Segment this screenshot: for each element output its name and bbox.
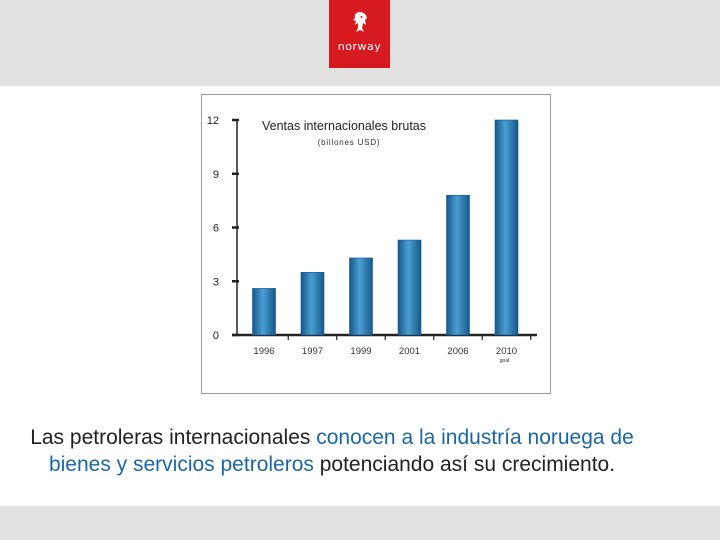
lion-emblem-icon	[352, 12, 367, 32]
bar	[300, 271, 325, 336]
bar	[349, 257, 373, 336]
x-tick-label: 2001	[399, 346, 420, 357]
caption-highlight: conocen a la industría noruega de bienes…	[48, 426, 634, 476]
chart-title: Ventas internacionales brutas	[262, 119, 426, 133]
bar	[446, 194, 470, 336]
y-tick-label: 0	[213, 330, 219, 342]
x-tick-label: 2010	[496, 346, 517, 357]
slide-caption: Las petroleras internacionales conocen a…	[20, 424, 644, 478]
y-tick-label: 6	[213, 223, 219, 235]
y-tick-label: 3	[213, 276, 219, 288]
logo-wordmark: norway	[337, 40, 382, 53]
norway-logo: norway	[329, 0, 390, 68]
bar	[494, 119, 519, 336]
footer-band	[0, 506, 720, 540]
x-tick-label: 1999	[350, 346, 371, 357]
y-tick-label: 12	[207, 115, 219, 127]
chart-panel: 0 3 6 9 12 1996 1997 1999 2001 2006 2010 goal Venta…	[201, 94, 551, 394]
chart-subtitle: (billones USD)	[318, 138, 381, 147]
bar	[397, 239, 422, 336]
caption-text-start: Las petroleras internacionales	[30, 426, 317, 449]
x-tick-label: 1996	[253, 346, 274, 357]
bar	[252, 288, 276, 336]
caption-text-end: potenciando así su crecimiento.	[313, 453, 616, 476]
x-tick-note: goal	[500, 358, 509, 364]
x-tick-label: 2006	[447, 346, 468, 357]
x-tick-label: 1997	[302, 346, 323, 357]
y-tick-label: 9	[213, 169, 219, 181]
